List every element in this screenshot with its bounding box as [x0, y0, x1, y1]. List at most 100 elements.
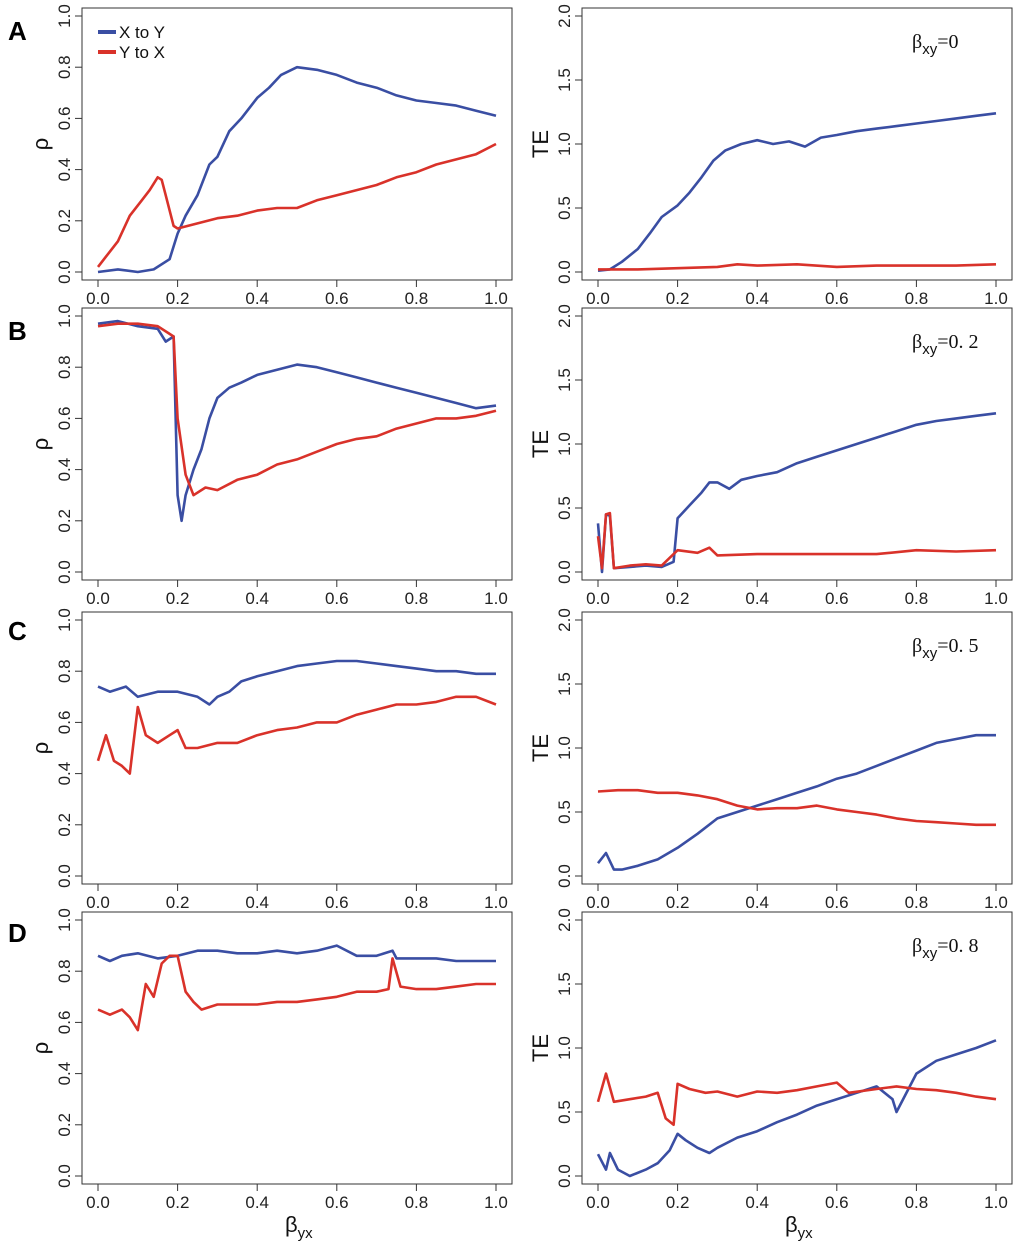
x-axis-title-right-sub: yx — [798, 1225, 814, 1242]
panel-d-te-annotation-value: =0. 8 — [937, 935, 978, 957]
panel-a-te-xtick-label: 0.6 — [825, 289, 849, 308]
panel-d-te-ytick-label: 1.5 — [555, 972, 574, 996]
panel-d-rho-ytick-label: 0.0 — [55, 1164, 74, 1188]
panel-c-te-xtick-label: 1.0 — [984, 893, 1008, 912]
panel-b-te-ytick-label: 2.0 — [555, 304, 574, 328]
row-letter-c: C — [8, 616, 27, 646]
panel-b-te-annotation-sub: xy — [922, 341, 938, 358]
panel-a-te: 0.0 0.2 0.4 0.6 0.8 1.0 0.0 0.5 1.0 1.5 2.0 TE βxy=0 — [528, 4, 1013, 308]
panel-a-te-xtick-label: 1.0 — [984, 289, 1008, 308]
panel-d-rho-xtick-label: 1.0 — [484, 1193, 508, 1212]
panel-b-rho-series-y-to-x — [97, 322, 497, 497]
panel-c-te-ytick-label: 1.0 — [555, 736, 574, 760]
panel-d-te-xtick-label: 0.4 — [745, 1193, 769, 1212]
panel-d-te-xtick-label: 0.8 — [905, 1193, 929, 1212]
panel-d-rho-xtick-label: 0.0 — [86, 1193, 110, 1212]
panel-a-rho-xtick-label: 0.0 — [86, 289, 110, 308]
panel-b-rho-xtick-label: 0.4 — [245, 589, 269, 608]
panel-a-te-annotation: βxy=0 — [912, 31, 958, 58]
panel-b-rho-xtick-label: 1.0 — [484, 589, 508, 608]
panel-b-te-annotation: βxy=0. 2 — [912, 331, 978, 358]
panel-d-te-series-x-to-y — [596, 1039, 997, 1178]
panel-a-rho-ytick-label: 0.2 — [55, 209, 74, 233]
panel-a-te-ytick-label: 0.0 — [555, 260, 574, 284]
panel-a-rho-ytick-label: 1.0 — [55, 4, 74, 28]
panel-b-rho-ytick-label: 0.0 — [55, 560, 74, 584]
panel-b-rho-ytick-label: 0.8 — [55, 355, 74, 379]
panel-a-te-ytick-label: 1.5 — [555, 68, 574, 92]
panel-a-rho-series-x-to-y — [97, 65, 497, 274]
panel-d-rho: 0.0 0.2 0.4 0.6 0.8 1.0 0.0 0.2 0.4 0.6 0.8 1.0 ρ D — [8, 908, 513, 1212]
panel-d-rho-ytick-label: 1.0 — [55, 908, 74, 932]
panel-a-rho-series-y-to-x — [96, 142, 497, 268]
panel-d-te: 0.0 0.2 0.4 0.6 0.8 1.0 0.0 0.5 1.0 1.5 2.0 TE βxy=0… — [528, 908, 1013, 1212]
panel-b-te-xtick-label: 0.2 — [666, 589, 690, 608]
panel-a-te-y-axis-title: TE — [528, 130, 553, 158]
panel-b-te-ytick-label: 1.0 — [555, 432, 574, 456]
panel-a-te-ytick-label: 2.0 — [555, 4, 574, 28]
panel-c-rho-xtick-label: 0.8 — [405, 893, 429, 912]
panel-d-rho-xtick-label: 0.6 — [325, 1193, 349, 1212]
panel-d-te-xtick-label: 0.6 — [825, 1193, 849, 1212]
panel-c-te-ytick-label: 0.0 — [555, 864, 574, 888]
panel-c-rho-frame — [81, 611, 513, 885]
panel-b-te-ytick-label: 0.0 — [555, 560, 574, 584]
panel-a-te-ytick-label: 0.5 — [555, 196, 574, 220]
panels-group: 0.0 0.2 0.4 0.6 0.8 1.00.00.20.40.60.81.0ρA0.… — [8, 4, 1013, 1212]
panel-b-te: 0.0 0.2 0.4 0.6 0.8 1.0 0.0 0.5 1.0 1.5 2.0 TE βxy=0… — [528, 304, 1013, 608]
panel-b-rho: 0.0 0.2 0.4 0.6 0.8 1.0 0.0 0.2 0.4 0.6 0.8 1.0 ρ B — [8, 304, 513, 608]
panel-d-rho-xtick-label: 0.4 — [245, 1193, 269, 1212]
row-letter-d: D — [8, 918, 27, 948]
panel-c-rho-ytick-label: 0.2 — [55, 813, 74, 837]
x-axis-title-left-sub: yx — [298, 1225, 314, 1242]
panel-b-rho-xtick-label: 0.2 — [166, 589, 190, 608]
panel-c-rho-xtick-label: 0.6 — [325, 893, 349, 912]
panel-c-te-ytick-label: 1.5 — [555, 672, 574, 696]
panel-d-te-annotation: βxy=0. 8 — [912, 935, 978, 962]
panel-a-rho-ytick-label: 0.8 — [55, 55, 74, 79]
x-axis-title-left-base: β — [285, 1212, 298, 1237]
panel-b-te-series-x-to-y — [596, 412, 997, 574]
panel-b-rho-series-x-to-y — [97, 319, 497, 523]
panel-d-te-y-axis-title: TE — [528, 1034, 553, 1062]
panel-c-te-xtick-label: 0.0 — [586, 893, 610, 912]
row-letter-b: B — [8, 316, 27, 346]
panel-a-rho-xtick-label: 0.4 — [245, 289, 269, 308]
panel-c-rho-xtick-label: 0.4 — [245, 893, 269, 912]
panel-a-te-xtick-label: 0.2 — [666, 289, 690, 308]
panel-a-rho: 0.0 0.2 0.4 0.6 0.8 1.0 0.0 0.2 0.4 0.6 0.8 1.0 ρ A — [8, 4, 513, 308]
panel-d-rho-series-x-to-y — [97, 944, 496, 963]
panel-c-rho: 0.0 0.2 0.4 0.6 0.8 1.0 0.0 0.2 0.4 0.6 0.8 1.0 ρ C — [8, 608, 513, 912]
panel-d-rho-xtick-label: 0.2 — [166, 1193, 190, 1212]
panel-d-te-xtick-label: 1.0 — [984, 1193, 1008, 1212]
legend: X to Y Y to X — [98, 23, 165, 62]
panel-b-te-xtick-label: 0.4 — [745, 589, 769, 608]
panel-d-te-annotation-sub: xy — [922, 945, 938, 962]
panel-a-te-annotation-value: =0 — [937, 31, 958, 53]
panel-a-te-series-y-to-x — [598, 263, 997, 271]
panel-d-te-ytick-label: 0.5 — [555, 1100, 574, 1124]
panel-d-te-annotation-base: β — [912, 935, 922, 957]
panel-a-rho-ytick-label: 0.0 — [55, 260, 74, 284]
panel-d-rho-ytick-label: 0.8 — [55, 959, 74, 983]
panel-c-rho-xtick-label: 0.2 — [166, 893, 190, 912]
panel-b-rho-y-axis-title: ρ — [28, 438, 53, 451]
panel-c-te-annotation: βxy=0. 5 — [912, 635, 978, 662]
panel-c-rho-ytick-label: 0.6 — [55, 711, 74, 735]
panel-c-te-ytick-label: 2.0 — [555, 608, 574, 632]
panel-c-rho-xtick-label: 1.0 — [484, 893, 508, 912]
panel-b-te-xtick-label: 0.8 — [905, 589, 929, 608]
panel-c-rho-y-axis-title: ρ — [28, 742, 53, 755]
panel-c-te-series-y-to-x — [597, 788, 996, 827]
panel-b-rho-ytick-label: 1.0 — [55, 304, 74, 328]
panel-b-rho-xtick-label: 0.6 — [325, 589, 349, 608]
panel-d-rho-xtick-label: 0.8 — [405, 1193, 429, 1212]
panel-b-rho-xtick-label: 0.0 — [86, 589, 110, 608]
panel-c-rho-series-y-to-x — [96, 695, 497, 775]
panel-a-te-xtick-label: 0.4 — [745, 289, 769, 308]
panel-a-rho-frame — [81, 7, 513, 281]
panel-d-rho-y-axis-title: ρ — [28, 1042, 53, 1055]
panel-c-te-xtick-label: 0.2 — [666, 893, 690, 912]
panel-a-te-series-x-to-y — [597, 112, 997, 272]
